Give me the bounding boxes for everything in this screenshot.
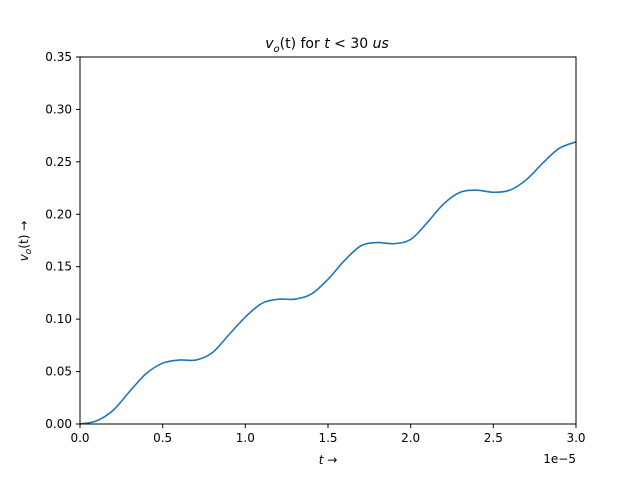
title-unit: us xyxy=(373,36,389,52)
title-subscript: o xyxy=(274,44,280,55)
x-tick-label: 1.5 xyxy=(318,431,337,445)
y-axis-ticks: 0.00 0.05 0.10 0.15 0.20 0.25 0.30 0.35 xyxy=(45,50,80,431)
x-tick-label: 2.0 xyxy=(401,431,420,445)
y-tick-label: 0.00 xyxy=(45,417,72,431)
title-arg: (t) xyxy=(280,36,296,52)
y-axis-label: vo(t) → xyxy=(17,221,34,262)
x-tick-label: 1.0 xyxy=(236,431,255,445)
title-mid: for xyxy=(296,36,324,52)
y-tick-label: 0.25 xyxy=(45,155,72,169)
ylabel-arrow: → xyxy=(17,221,31,235)
y-tick-label: 0.05 xyxy=(45,365,72,379)
ylabel-subscript: o xyxy=(24,248,34,254)
plot-frame xyxy=(79,56,577,425)
y-tick-label: 0.15 xyxy=(45,260,72,274)
x-tick-label: 0.5 xyxy=(153,431,172,445)
y-tick-label: 0.35 xyxy=(45,50,72,64)
x-tick-label: 0.0 xyxy=(70,431,89,445)
x-tick-label: 3.0 xyxy=(566,431,585,445)
x-tick-label: 2.5 xyxy=(484,431,503,445)
chart-title: vo(t) for t < 30 us xyxy=(265,36,389,55)
title-t: t xyxy=(324,36,330,52)
x-axis-label: t → xyxy=(319,453,338,467)
title-lt: < 30 xyxy=(330,36,373,52)
xlabel-arrow: → xyxy=(323,453,337,467)
y-tick-label: 0.20 xyxy=(45,207,72,221)
title-var: v xyxy=(265,36,274,52)
y-tick-label: 0.30 xyxy=(45,102,72,116)
x-offset-text: 1e−5 xyxy=(543,452,576,466)
xlabel-var: t xyxy=(319,453,325,467)
series-line xyxy=(79,141,577,425)
x-axis-ticks: 0.0 0.5 1.0 1.5 2.0 2.5 3.0 xyxy=(70,424,586,445)
y-tick-label: 0.10 xyxy=(45,312,72,326)
ylabel-var: v xyxy=(17,253,31,261)
ylabel-arg: (t) xyxy=(17,235,31,249)
